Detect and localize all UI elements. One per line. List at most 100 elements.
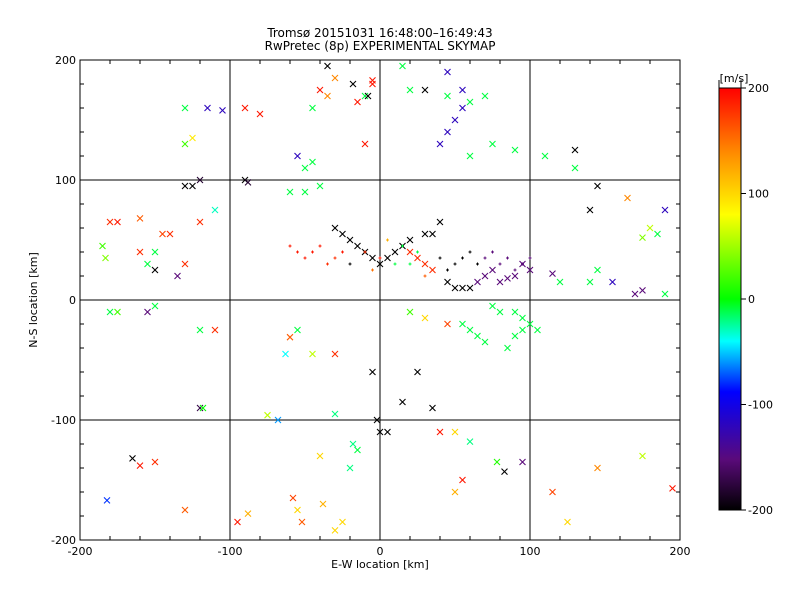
scatter-point-x <box>504 344 511 352</box>
scatter-point-x <box>474 278 481 286</box>
scatter-point-x <box>444 68 451 76</box>
scatter-point-x <box>624 194 631 202</box>
colorbar-tick-label: -100 <box>748 399 773 412</box>
scatter-point-x <box>204 104 211 112</box>
scatter-point-x <box>384 428 391 436</box>
scatter-point-x <box>399 62 406 70</box>
scatter-point-x <box>324 92 331 100</box>
scatter-point-x <box>459 104 466 112</box>
scatter-point-x <box>361 92 369 100</box>
scatter-point-x <box>661 206 669 214</box>
scatter-point-x <box>436 428 444 436</box>
scatter-point-x <box>586 278 594 286</box>
scatter-point-x <box>264 411 271 419</box>
scatter-point-x <box>274 416 282 424</box>
scatter-point-x <box>501 468 508 475</box>
scatter-point-x <box>429 230 436 238</box>
scatter-point-x <box>511 332 519 340</box>
scatter-point-x <box>349 440 357 448</box>
scatter-point-x <box>481 272 489 280</box>
scatter-point-x <box>609 278 616 286</box>
scatter-point-plus <box>416 250 419 254</box>
colorbar-ticks: 200 100 0 -100 -200 <box>741 82 773 517</box>
scatter-point-x <box>429 404 436 412</box>
scatter-point-x <box>144 308 151 316</box>
scatter-point-x <box>549 488 556 496</box>
scatter-point-x <box>181 506 189 514</box>
scatter-point-x <box>376 428 384 436</box>
scatter-point-x <box>661 290 669 298</box>
scatter-point-x <box>151 248 159 256</box>
scatter-point-x <box>489 140 496 148</box>
scatter-point-x <box>346 236 354 244</box>
scatter-point-x <box>399 398 406 406</box>
scatter-point-x <box>414 368 421 376</box>
scatter-point-x <box>414 254 421 262</box>
scatter-point-x <box>354 242 361 250</box>
scatter-point-x <box>369 77 376 84</box>
scatter-point-x <box>571 146 579 154</box>
scatter-point-plus <box>446 268 449 272</box>
colorbar-tick-label: 200 <box>748 82 769 95</box>
scatter-point-x <box>244 510 252 517</box>
scatter-point-x <box>196 326 204 334</box>
scatter-point-x <box>556 278 564 286</box>
scatter-point-x <box>459 284 466 292</box>
x-tick-label: 0 <box>377 545 384 558</box>
scatter-point-x <box>669 485 676 492</box>
scatter-point-plus <box>521 262 524 266</box>
scatter-point-x <box>256 110 264 118</box>
y-tick-label: 0 <box>69 294 76 307</box>
scatter-point-x <box>189 182 196 190</box>
scatter-point-plus <box>326 262 329 266</box>
scatter-point-x <box>339 518 346 526</box>
scatter-point-x <box>541 152 549 160</box>
scatter-point-x <box>298 518 306 526</box>
scatter-point-plus <box>423 274 427 278</box>
scatter-point-plus <box>453 262 457 266</box>
scatter-point-x <box>211 326 219 334</box>
scatter-point-x <box>316 182 324 190</box>
colorbar-tick-label: -200 <box>748 504 773 517</box>
scatter-point-x <box>519 458 526 466</box>
scatter-point-x <box>136 462 144 469</box>
scatter-point-x <box>196 176 204 184</box>
scatter-point-plus <box>401 244 404 248</box>
scatter-point-x <box>151 458 159 466</box>
scatter-point-plus <box>476 262 479 266</box>
x-axis-label: E-W location [km] <box>331 558 429 571</box>
scatter-point-x <box>451 488 459 496</box>
scatter-point-x <box>466 152 474 160</box>
scatter-point-x <box>241 104 249 112</box>
scatter-point-x <box>99 242 106 250</box>
scatter-point-x <box>114 218 121 226</box>
scatter-point-x <box>519 326 526 334</box>
colorbar-tick-label: 0 <box>748 293 755 306</box>
axes: -200 -100 0 100 200 -200 -100 0 100 200 <box>51 54 690 558</box>
chart-subtitle: RwPretec (8p) EXPERIMENTAL SKYMAP <box>264 39 496 53</box>
scatter-point-x <box>129 455 136 462</box>
scatter-point-x <box>639 452 646 460</box>
scatter-point-plus <box>506 256 509 260</box>
scatter-point-x <box>631 290 639 298</box>
scatter-point-x <box>436 218 444 226</box>
scatter-point-x <box>511 146 519 154</box>
scatter-point-x <box>466 98 474 106</box>
scatter-point-x <box>474 332 481 340</box>
scatter-point-x <box>289 494 297 502</box>
scatter-point-plus <box>363 250 367 254</box>
scatter-point-x <box>103 497 111 504</box>
scatter-point-x <box>564 518 571 526</box>
scatter-point-x <box>211 206 219 214</box>
scatter-point-x <box>181 182 189 190</box>
scatter-point-plus <box>408 262 412 266</box>
scatter-point-x <box>489 302 496 310</box>
scatter-point-x <box>594 464 601 472</box>
scatter-point-plus <box>468 250 472 254</box>
scatter-point-plus <box>528 256 532 260</box>
scatter-point-x <box>444 320 451 328</box>
colorbar-tick-label: 100 <box>748 188 769 201</box>
scatter-point-plus <box>371 268 374 272</box>
scatter-point-x <box>504 275 511 282</box>
scatter-point-x <box>594 266 601 274</box>
